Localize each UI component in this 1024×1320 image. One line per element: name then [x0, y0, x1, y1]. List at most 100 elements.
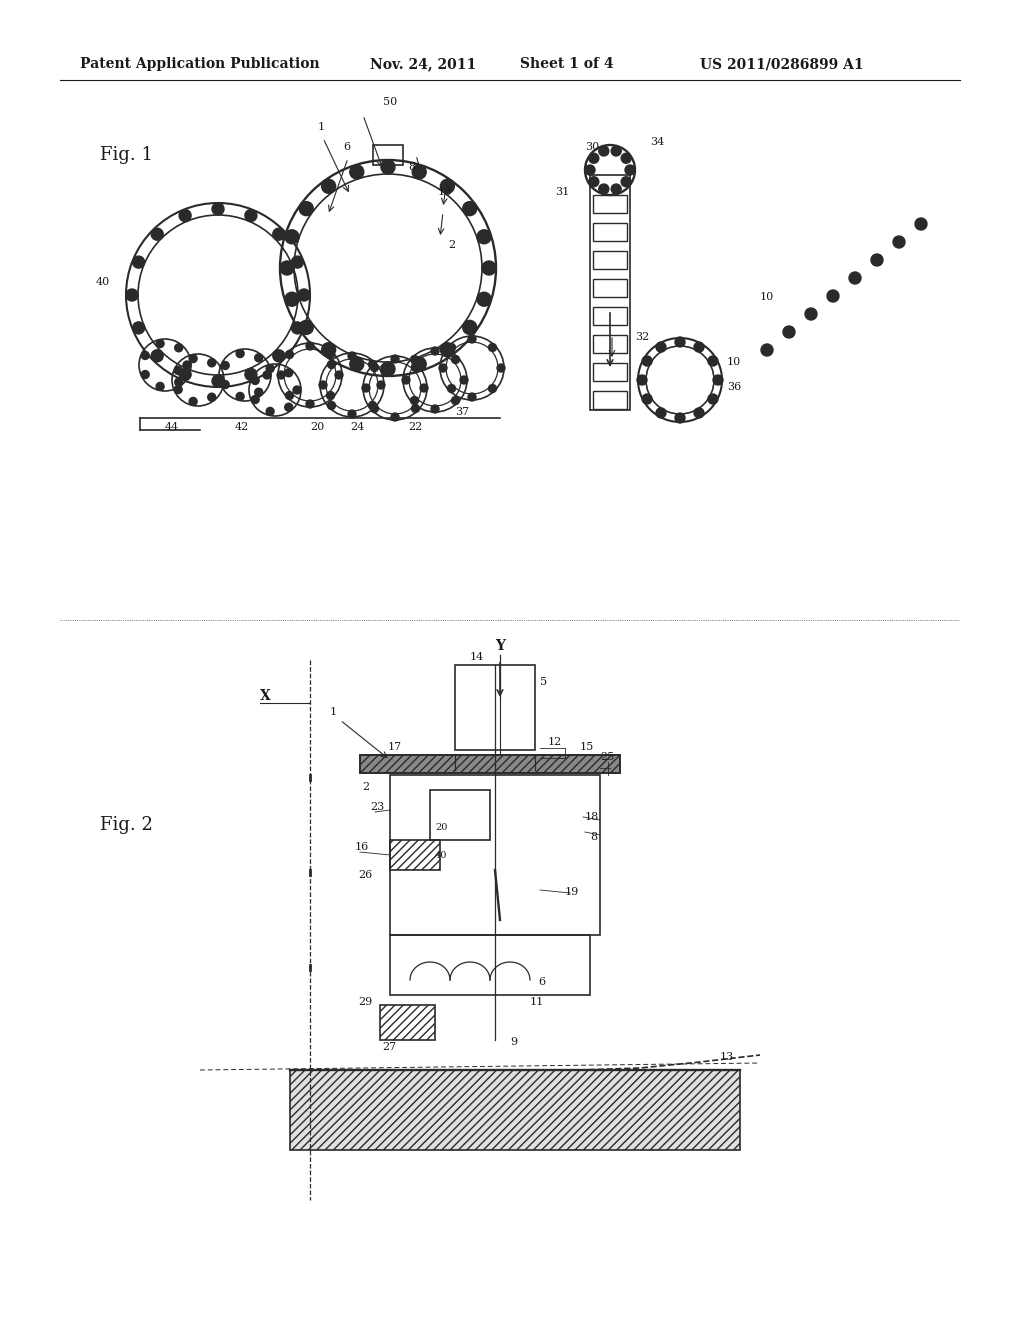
Text: Fig. 2: Fig. 2 [100, 816, 153, 834]
Circle shape [141, 371, 150, 379]
Circle shape [637, 375, 647, 385]
Circle shape [371, 404, 379, 413]
Circle shape [251, 376, 259, 384]
Text: 31: 31 [555, 187, 569, 197]
Text: Sheet 1 of 4: Sheet 1 of 4 [520, 57, 613, 71]
Circle shape [783, 326, 795, 338]
Circle shape [420, 384, 428, 392]
Circle shape [280, 261, 294, 275]
Circle shape [599, 147, 609, 156]
Circle shape [156, 339, 164, 347]
Circle shape [141, 351, 150, 359]
Text: 10: 10 [727, 356, 741, 367]
Circle shape [298, 289, 310, 301]
Text: 14: 14 [470, 652, 484, 663]
Circle shape [411, 355, 419, 363]
Text: 17: 17 [388, 742, 402, 752]
Circle shape [431, 405, 439, 413]
Text: 1: 1 [318, 121, 326, 132]
Circle shape [915, 218, 927, 230]
Circle shape [285, 292, 299, 306]
Circle shape [411, 396, 419, 404]
Circle shape [327, 392, 335, 400]
Circle shape [656, 342, 666, 352]
Circle shape [328, 401, 336, 409]
Bar [390, 775, 600, 935]
Circle shape [440, 180, 455, 193]
Text: 8: 8 [408, 162, 415, 172]
Circle shape [642, 356, 652, 366]
Circle shape [585, 165, 595, 176]
Circle shape [292, 322, 303, 334]
Bar [373, 145, 403, 165]
Circle shape [431, 347, 439, 355]
Circle shape [272, 350, 285, 362]
Circle shape [350, 356, 364, 371]
Circle shape [132, 256, 144, 268]
Circle shape [447, 384, 456, 392]
Circle shape [251, 396, 259, 404]
Circle shape [156, 383, 164, 391]
Text: 13: 13 [720, 1052, 734, 1063]
Text: US 2011/0286899 A1: US 2011/0286899 A1 [700, 57, 863, 71]
Circle shape [412, 363, 420, 371]
Circle shape [350, 165, 364, 180]
Circle shape [208, 393, 216, 401]
Circle shape [599, 183, 609, 194]
Circle shape [348, 352, 356, 360]
Text: 44: 44 [165, 422, 179, 432]
Circle shape [708, 356, 718, 366]
Text: 37: 37 [455, 407, 469, 417]
Text: 22: 22 [408, 422, 422, 432]
Circle shape [413, 356, 426, 371]
Circle shape [328, 360, 336, 368]
Circle shape [675, 413, 685, 422]
Circle shape [299, 321, 313, 334]
Text: 2: 2 [362, 781, 369, 792]
Circle shape [266, 408, 274, 416]
Bar [430, 789, 490, 840]
Circle shape [893, 236, 905, 248]
Text: Y: Y [495, 639, 505, 653]
Circle shape [656, 408, 666, 418]
Circle shape [319, 381, 327, 389]
Circle shape [263, 371, 271, 379]
Bar [390, 935, 590, 995]
Circle shape [216, 376, 224, 384]
Circle shape [292, 256, 303, 268]
Bar [390, 840, 440, 870]
Circle shape [369, 401, 377, 409]
Circle shape [306, 342, 314, 350]
Circle shape [589, 177, 599, 186]
Circle shape [805, 308, 817, 319]
Text: 20: 20 [435, 822, 447, 832]
Bar [593, 223, 627, 242]
Text: 40: 40 [435, 851, 447, 861]
Circle shape [369, 360, 377, 368]
Circle shape [278, 371, 285, 379]
Circle shape [477, 292, 492, 306]
Text: 25: 25 [600, 752, 614, 762]
Text: 42: 42 [234, 422, 249, 432]
Text: 18: 18 [585, 812, 599, 822]
Circle shape [245, 368, 257, 380]
Circle shape [179, 210, 191, 222]
Circle shape [460, 376, 468, 384]
Circle shape [189, 397, 197, 405]
Bar [360, 755, 620, 774]
Text: 1: 1 [330, 708, 337, 717]
Circle shape [245, 210, 257, 222]
Circle shape [208, 359, 216, 367]
Circle shape [152, 228, 163, 240]
Circle shape [306, 400, 314, 408]
Circle shape [381, 160, 395, 174]
Text: Nov. 24, 2011: Nov. 24, 2011 [370, 57, 476, 71]
Text: 24: 24 [350, 422, 365, 432]
Circle shape [175, 343, 182, 352]
Circle shape [413, 165, 426, 180]
Bar [593, 279, 627, 297]
Text: Patent Application Publication: Patent Application Publication [80, 57, 319, 71]
Bar [360, 755, 620, 774]
Bar [590, 176, 630, 411]
Text: 36: 36 [727, 381, 741, 392]
